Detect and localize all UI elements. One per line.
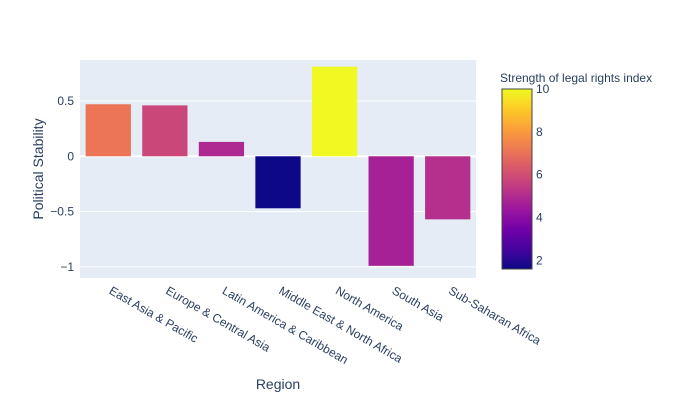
x-tick-label: Europe & Central Asia bbox=[163, 283, 273, 354]
colorbar-gradient bbox=[501, 88, 533, 270]
y-tick-label: 0 bbox=[67, 149, 74, 163]
y-tick-labels: −1 −0.5 0 0.5 bbox=[50, 94, 74, 274]
bar[interactable] bbox=[85, 104, 131, 157]
colorbar: Strength of legal rights index 2 4 6 8 10 bbox=[500, 71, 652, 270]
bar[interactable] bbox=[142, 105, 188, 157]
colorbar-tick-label: 10 bbox=[536, 82, 550, 96]
bar[interactable] bbox=[368, 156, 414, 266]
x-axis-title: Region bbox=[256, 376, 300, 392]
colorbar-tick-label: 4 bbox=[536, 211, 543, 225]
colorbar-tick-label: 8 bbox=[536, 125, 543, 139]
bar[interactable] bbox=[198, 141, 245, 157]
colorbar-tick-labels: 2 4 6 8 10 bbox=[536, 82, 550, 267]
bar[interactable] bbox=[255, 156, 301, 209]
bar[interactable] bbox=[311, 66, 358, 157]
y-tick-label: −1 bbox=[60, 260, 74, 274]
y-tick-label: −0.5 bbox=[50, 205, 74, 219]
y-tick-label: 0.5 bbox=[57, 94, 74, 108]
colorbar-tick-label: 6 bbox=[536, 168, 543, 182]
x-tick-label: Sub-Saharan Africa bbox=[446, 283, 543, 347]
bars bbox=[85, 66, 471, 266]
bar[interactable] bbox=[425, 156, 471, 220]
colorbar-title: Strength of legal rights index bbox=[500, 71, 652, 85]
y-axis-title: Political Stability bbox=[30, 118, 46, 219]
colorbar-tick-label: 2 bbox=[536, 253, 543, 267]
